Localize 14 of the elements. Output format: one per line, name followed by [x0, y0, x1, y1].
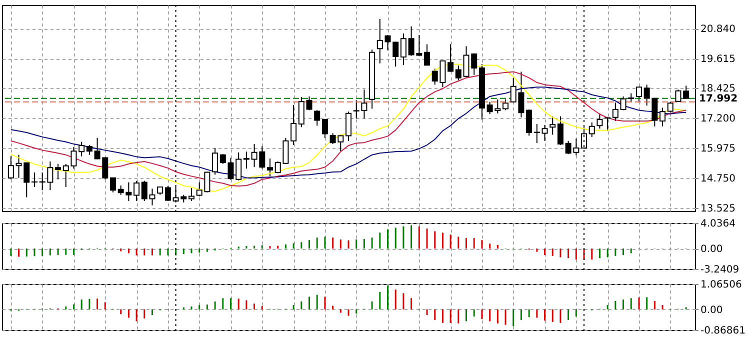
y-tick-label: 18.425	[700, 83, 736, 94]
y-tick-label: 13.525	[700, 203, 736, 214]
ref-line-label: 17.992	[699, 93, 738, 104]
y-tick-label: 0.00	[700, 304, 723, 316]
y-tick-label: 20.840	[700, 24, 736, 36]
y-tick-label: 4.0364	[700, 218, 736, 230]
y-tick-label: 14.750	[700, 173, 736, 184]
y-tick-label: 19.615	[700, 54, 736, 66]
y-tick-label: 17.200	[700, 113, 736, 124]
y-tick-label: 15.975	[700, 143, 736, 154]
y-tick-label: 0.00	[700, 244, 723, 256]
y-tick-label: -0.86861	[700, 326, 746, 336]
y-tick-label: 1.06506	[700, 280, 742, 290]
y-tick-label: -3.2409	[700, 264, 740, 276]
